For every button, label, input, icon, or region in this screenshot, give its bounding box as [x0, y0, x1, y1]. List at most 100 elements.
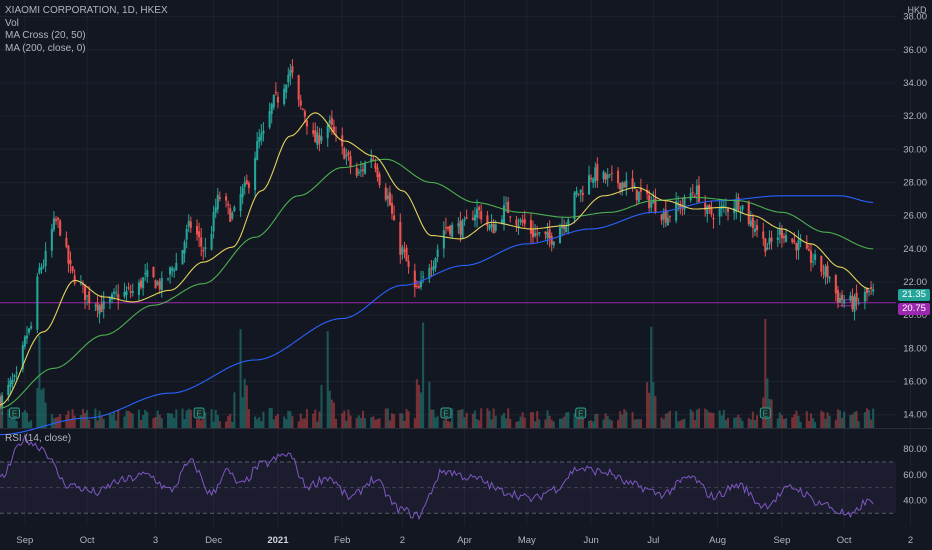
- candle-body[interactable]: [196, 226, 199, 235]
- candle-body[interactable]: [355, 167, 358, 176]
- candle-body[interactable]: [258, 137, 261, 142]
- candle-body[interactable]: [486, 215, 489, 226]
- candle-body[interactable]: [100, 303, 103, 312]
- candle-body[interactable]: [575, 191, 578, 195]
- candle-body[interactable]: [376, 167, 379, 178]
- candle-body[interactable]: [841, 294, 844, 300]
- candle-body[interactable]: [225, 196, 228, 201]
- candle-body[interactable]: [602, 171, 605, 180]
- candle-body[interactable]: [451, 224, 454, 237]
- candle-body[interactable]: [67, 246, 70, 264]
- currency-label[interactable]: HKD: [907, 5, 927, 15]
- candle-body[interactable]: [374, 163, 377, 169]
- candle-body[interactable]: [505, 203, 508, 205]
- indicator-ma-cross[interactable]: MA Cross (20, 50): [5, 30, 86, 41]
- candle-body[interactable]: [305, 120, 308, 127]
- candle-body[interactable]: [749, 220, 752, 226]
- candle-body[interactable]: [704, 202, 707, 211]
- candle-body[interactable]: [73, 275, 76, 284]
- candle-body[interactable]: [809, 250, 812, 263]
- candle-body[interactable]: [834, 275, 837, 294]
- candle-body[interactable]: [865, 287, 868, 294]
- candle-body[interactable]: [691, 192, 694, 194]
- candle-body[interactable]: [274, 91, 277, 93]
- candle-body[interactable]: [857, 302, 860, 304]
- candle-body[interactable]: [826, 265, 829, 278]
- candle-body[interactable]: [430, 267, 433, 269]
- candle-body[interactable]: [490, 223, 493, 227]
- candle-body[interactable]: [812, 261, 815, 263]
- candle-body[interactable]: [770, 237, 773, 242]
- candle-body[interactable]: [123, 292, 126, 297]
- candle-body[interactable]: [737, 197, 740, 210]
- candle-body[interactable]: [1, 395, 4, 407]
- candle-body[interactable]: [42, 265, 45, 267]
- candle-body[interactable]: [54, 219, 58, 221]
- candle-body[interactable]: [200, 237, 203, 247]
- candle-body[interactable]: [420, 280, 423, 288]
- candle-body[interactable]: [722, 205, 725, 207]
- candle-body[interactable]: [312, 130, 315, 134]
- candle-body[interactable]: [853, 296, 856, 312]
- time-axis[interactable]: Sep Oct 3 Dec 2021 Feb 2 Apr May Jun Jul Aug Sep Oct 2: [16, 535, 913, 546]
- candle-body[interactable]: [668, 216, 671, 218]
- candle-body[interactable]: [793, 240, 796, 243]
- candle-body[interactable]: [795, 243, 798, 251]
- candle-body[interactable]: [457, 223, 460, 227]
- candle-body[interactable]: [144, 273, 147, 275]
- candle-body[interactable]: [536, 233, 539, 235]
- candle-body[interactable]: [639, 187, 642, 192]
- candle-body[interactable]: [432, 266, 435, 271]
- candle-body[interactable]: [735, 199, 738, 212]
- candle-body[interactable]: [403, 249, 406, 252]
- candle-body[interactable]: [741, 205, 744, 210]
- candle-body[interactable]: [268, 111, 271, 128]
- candle-body[interactable]: [166, 278, 170, 280]
- candle-body[interactable]: [573, 192, 576, 220]
- candle-body[interactable]: [287, 74, 290, 83]
- candle-body[interactable]: [370, 158, 373, 162]
- candle-body[interactable]: [113, 291, 116, 294]
- candle-body[interactable]: [198, 231, 201, 238]
- candle-body[interactable]: [30, 325, 33, 329]
- candle-body[interactable]: [169, 267, 172, 275]
- candle-body[interactable]: [708, 204, 711, 209]
- candle-body[interactable]: [785, 235, 788, 242]
- candle-body[interactable]: [378, 174, 381, 186]
- candle-body[interactable]: [635, 189, 638, 200]
- candle-body[interactable]: [753, 228, 756, 232]
- candle-body[interactable]: [461, 220, 464, 239]
- candle-body[interactable]: [202, 249, 205, 252]
- candle-body[interactable]: [173, 269, 176, 272]
- candle-body[interactable]: [824, 266, 827, 277]
- candle-body[interactable]: [550, 236, 553, 245]
- candle-body[interactable]: [679, 203, 682, 210]
- candle-body[interactable]: [401, 247, 404, 255]
- candle-body[interactable]: [579, 189, 582, 193]
- candle-body[interactable]: [357, 171, 360, 174]
- candle-body[interactable]: [21, 345, 24, 370]
- candle-body[interactable]: [621, 182, 624, 191]
- candle-body[interactable]: [517, 225, 520, 228]
- candle-body[interactable]: [563, 225, 566, 229]
- candle-body[interactable]: [764, 238, 767, 252]
- candle-body[interactable]: [349, 156, 352, 167]
- candle-body[interactable]: [214, 207, 217, 213]
- candle-body[interactable]: [289, 70, 292, 76]
- candle-body[interactable]: [664, 209, 667, 223]
- candle-body[interactable]: [548, 229, 551, 239]
- candle-body[interactable]: [299, 100, 302, 106]
- candle-body[interactable]: [492, 224, 495, 234]
- candle-body[interactable]: [442, 230, 445, 249]
- candle-body[interactable]: [766, 247, 769, 250]
- candle-body[interactable]: [695, 185, 698, 195]
- candle-body[interactable]: [229, 208, 232, 222]
- candle-body[interactable]: [693, 195, 696, 197]
- candle-body[interactable]: [15, 372, 18, 374]
- candle-body[interactable]: [863, 291, 866, 302]
- candle-body[interactable]: [623, 182, 626, 188]
- candle-body[interactable]: [283, 88, 286, 105]
- candle-body[interactable]: [604, 173, 607, 180]
- candle-body[interactable]: [471, 218, 474, 220]
- candle-body[interactable]: [260, 133, 263, 141]
